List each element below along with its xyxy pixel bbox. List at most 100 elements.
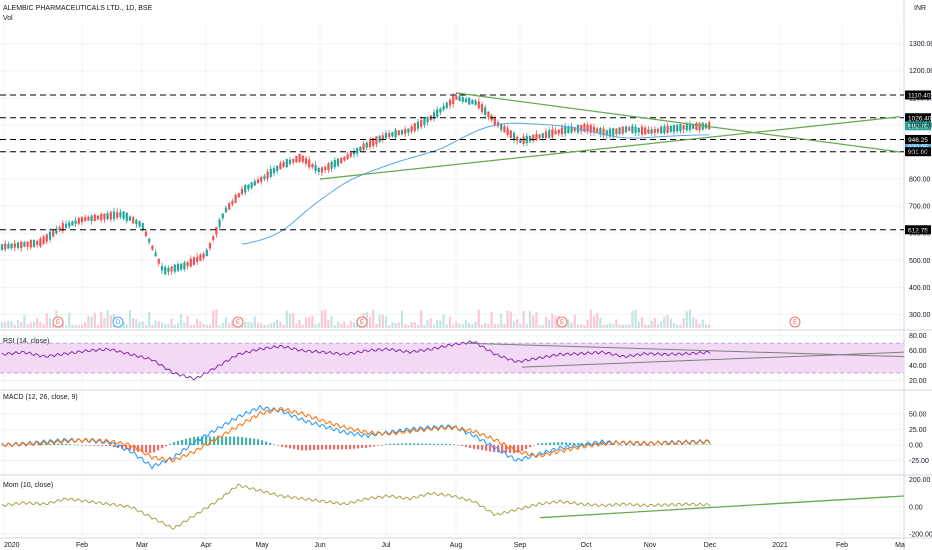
macd-histogram-bar (665, 444, 668, 446)
candle-body (314, 164, 317, 171)
macd-histogram-bar (489, 444, 492, 452)
volume-bar (640, 317, 644, 328)
candle-body (144, 231, 148, 236)
y-tick-label: -200.00 (909, 531, 932, 538)
volume-bar (125, 324, 128, 328)
event-marker-label: E (360, 320, 364, 326)
volume-bar (103, 317, 106, 328)
volume-bar (461, 323, 464, 328)
candle-body (512, 132, 516, 141)
candle-body (32, 239, 36, 247)
candle-body (340, 157, 343, 164)
volume-bar (109, 315, 112, 328)
candle-body (349, 152, 352, 157)
macd-histogram-bar (93, 444, 96, 446)
candle-body (77, 218, 80, 224)
candle-body (423, 118, 426, 125)
candle-body (679, 124, 682, 132)
volume-bar (426, 319, 429, 328)
volume-bar (157, 321, 160, 328)
candle-body (221, 213, 224, 219)
macd-histogram-bar (137, 444, 140, 452)
macd-histogram-bar (165, 444, 168, 447)
y-tick-label: 300.00 (909, 312, 931, 319)
candle-body (541, 133, 544, 138)
macd-histogram-bar (125, 444, 128, 450)
macd-histogram-bar (249, 438, 252, 445)
candle-body (148, 238, 151, 243)
x-tick-label: Jun (314, 542, 325, 549)
volume-bar (308, 317, 311, 328)
candle-body (388, 132, 391, 138)
rsi-trendline (521, 351, 905, 368)
volume-bar (628, 324, 631, 328)
volume-bar (189, 324, 192, 328)
candle-body (80, 217, 84, 223)
volume-bar (615, 319, 618, 328)
level-tag-label: 1026.40 (908, 115, 932, 122)
candle-body (0, 244, 4, 250)
macd-histogram-bar (357, 444, 360, 449)
volume-bar (509, 311, 512, 328)
candle-body (253, 181, 256, 186)
macd-title: MACD (12, 26, close, 9) (3, 394, 78, 401)
macd-histogram-bar (81, 444, 84, 446)
macd-histogram-bar (433, 443, 436, 445)
candle-body (52, 230, 55, 237)
volume-bar (698, 323, 701, 328)
momentum-line (1, 483, 711, 530)
volume-bar (480, 324, 484, 328)
volume-bar (631, 310, 634, 328)
volume-bar (708, 324, 711, 328)
rsi-line (1, 340, 711, 381)
macd-histogram-bar (313, 444, 316, 450)
macd-histogram-bar (409, 443, 412, 445)
candle-body (196, 256, 199, 262)
macd-histogram-bar (225, 436, 228, 445)
x-tick-label: Feb (76, 542, 88, 549)
rsi-trendline (465, 342, 905, 358)
volume-bar (42, 324, 45, 328)
candle-body (42, 236, 45, 244)
candle-body (180, 263, 183, 270)
macd-histogram-bar (285, 444, 288, 448)
candle-body (141, 223, 144, 231)
macd-histogram-bar (361, 444, 364, 449)
candle-body (557, 129, 560, 134)
chart-title: ALEMBIC PHARMACEUTICALS LTD., 1D, BSE (3, 5, 153, 12)
x-tick-label: 2020 (4, 542, 20, 549)
macd-histogram-bar (557, 442, 560, 445)
candle-body (672, 124, 676, 132)
candle-body (122, 211, 125, 219)
volume-bar (80, 324, 84, 328)
volume-bar (493, 324, 496, 328)
candle-body (176, 264, 180, 271)
candle-body (535, 133, 538, 141)
macd-histogram-bar (333, 444, 336, 450)
volume-bar (304, 317, 308, 328)
candle-body (464, 98, 468, 103)
macd-histogram-bar (169, 444, 172, 445)
macd-histogram-bar (133, 444, 136, 451)
volume-bar (196, 318, 199, 328)
candle-body (20, 241, 23, 249)
volume-bar (436, 319, 439, 328)
volume-bar (423, 324, 426, 328)
x-tick-label: Oct (581, 542, 592, 549)
macd-histogram-bar (109, 444, 112, 447)
macd-histogram-bar (673, 444, 676, 446)
macd-histogram-bar (453, 444, 456, 445)
volume-bar (183, 322, 186, 328)
macd-histogram-bar (85, 444, 88, 446)
candle-body (125, 212, 128, 221)
volume-bar (154, 320, 157, 328)
level-tag (905, 121, 931, 131)
macd-histogram-bar (649, 444, 652, 446)
volume-bar (564, 324, 567, 328)
volume-bar (429, 318, 432, 328)
volume-bar (372, 309, 375, 328)
volume-bar (490, 311, 493, 328)
volume-bar (688, 309, 692, 328)
volume-bar (48, 318, 52, 328)
macd-histogram-bar (677, 444, 680, 446)
